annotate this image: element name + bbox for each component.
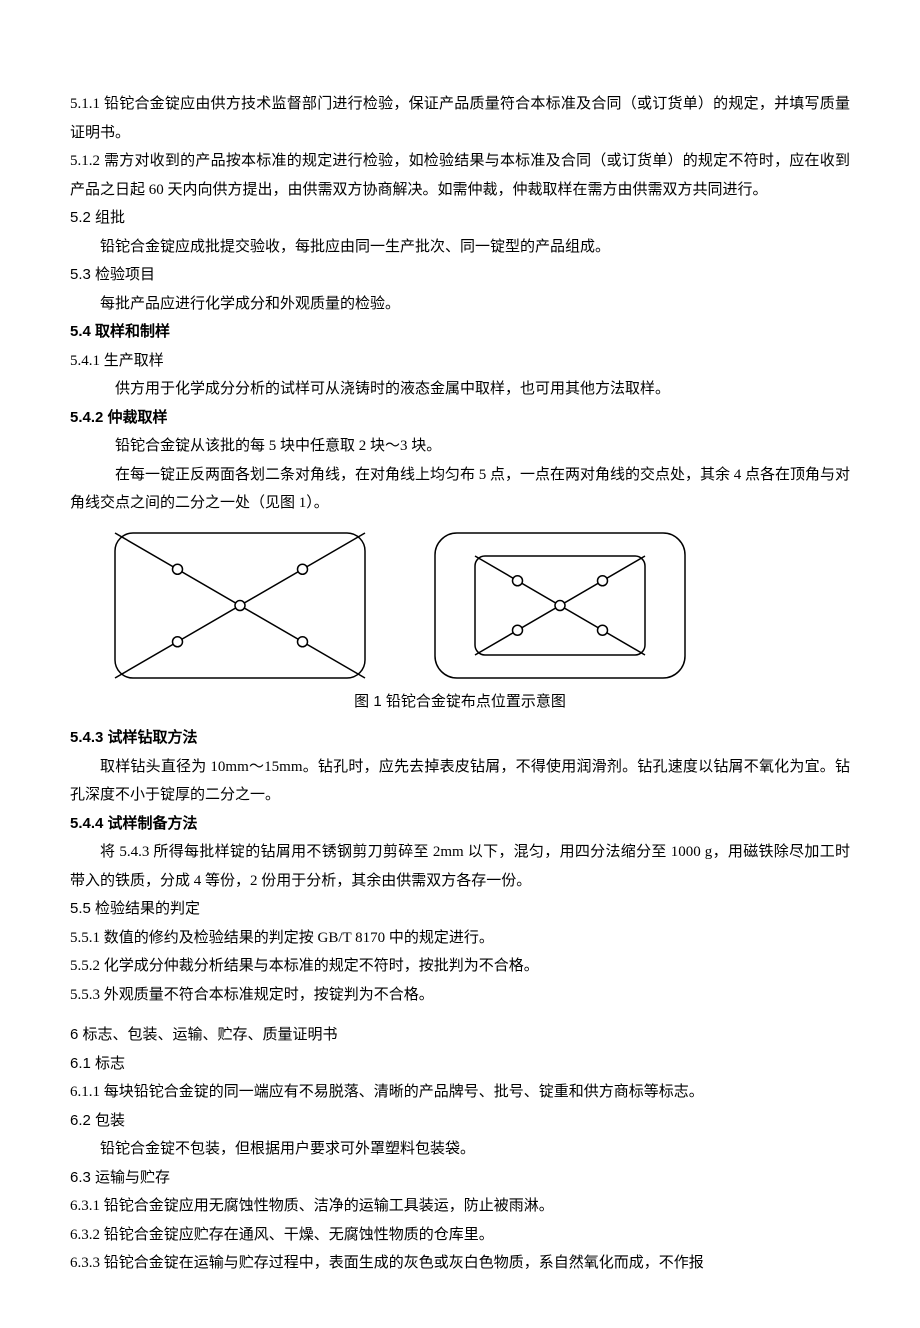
heading-5-5: 5.5 检验结果的判定 — [70, 895, 850, 924]
para-5-4-4: 将 5.4.3 所得每批样锭的钻屑用不锈钢剪刀剪碎至 2mm 以下，混匀，用四分… — [70, 838, 850, 895]
figure-1-row — [110, 528, 850, 683]
para-5-1-1: 5.1.1 铅铊合金锭应由供方技术监督部门进行检验，保证产品质量符合本标准及合同… — [70, 90, 850, 147]
para-5-5-2: 5.5.2 化学成分仲裁分析结果与本标准的规定不符时，按批判为不合格。 — [70, 952, 850, 981]
figure-1-caption: 图 1 铅铊合金锭布点位置示意图 — [70, 688, 850, 717]
heading-5-4-2: 5.4.2 仲裁取样 — [70, 404, 850, 433]
heading-5-4: 5.4 取样和制样 — [70, 318, 850, 347]
heading-5-4-1: 5.4.1 生产取样 — [70, 347, 850, 376]
heading-5-4-4: 5.4.4 试样制备方法 — [70, 810, 850, 839]
para-5-5-1: 5.5.1 数值的修约及检验结果的判定按 GB/T 8170 中的规定进行。 — [70, 924, 850, 953]
para-6-3-3: 6.3.3 铅铊合金锭在运输与贮存过程中，表面生成的灰色或灰白色物质，系自然氧化… — [70, 1249, 850, 1278]
heading-6-3: 6.3 运输与贮存 — [70, 1164, 850, 1193]
heading-5-3: 5.3 检验项目 — [70, 261, 850, 290]
figure-1-right — [430, 528, 690, 683]
heading-6: 6 标志、包装、运输、贮存、质量证明书 — [70, 1021, 850, 1050]
heading-5-4-2-text: 5.4.2 仲裁取样 — [70, 409, 168, 426]
para-5-5-3: 5.5.3 外观质量不符合本标准规定时，按锭判为不合格。 — [70, 981, 850, 1010]
heading-5-2: 5.2 组批 — [70, 204, 850, 233]
para-6-3-2: 6.3.2 铅铊合金锭应贮存在通风、干燥、无腐蚀性物质的仓库里。 — [70, 1221, 850, 1250]
para-6-3-1: 6.3.1 铅铊合金锭应用无腐蚀性物质、洁净的运输工具装运，防止被雨淋。 — [70, 1192, 850, 1221]
figure-1-caption-text: 铅铊合金锭布点位置示意图 — [382, 693, 566, 710]
para-5-4-1: 供方用于化学成分分析的试样可从浇铸时的液态金属中取样，也可用其他方法取样。 — [70, 375, 850, 404]
para-6-1-1: 6.1.1 每块铅铊合金锭的同一端应有不易脱落、清晰的产品牌号、批号、锭重和供方… — [70, 1078, 850, 1107]
para-5-2: 铅铊合金锭应成批提交验收，每批应由同一生产批次、同一锭型的产品组成。 — [70, 233, 850, 262]
para-5-4-3: 取样钻头直径为 10mm～15mm。钻孔时，应先去掉表皮钻屑，不得使用润滑剂。钻… — [70, 753, 850, 810]
para-6-2: 铅铊合金锭不包装，但根据用户要求可外罩塑料包装袋。 — [70, 1135, 850, 1164]
heading-6-1: 6.1 标志 — [70, 1050, 850, 1079]
para-5-4-2-b: 在每一锭正反两面各划二条对角线，在对角线上均匀布 5 点，一点在两对角线的交点处… — [70, 461, 850, 518]
para-5-4-2-a: 铅铊合金锭从该批的每 5 块中任意取 2 块～3 块。 — [70, 432, 850, 461]
para-5-3: 每批产品应进行化学成分和外观质量的检验。 — [70, 290, 850, 319]
para-5-1-2: 5.1.2 需方对收到的产品按本标准的规定进行检验，如检验结果与本标准及合同（或… — [70, 147, 850, 204]
heading-6-2: 6.2 包装 — [70, 1107, 850, 1136]
figure-1-caption-num: 图 1 — [354, 693, 382, 710]
heading-5-4-3: 5.4.3 试样钻取方法 — [70, 724, 850, 753]
figure-1-left — [110, 528, 370, 683]
